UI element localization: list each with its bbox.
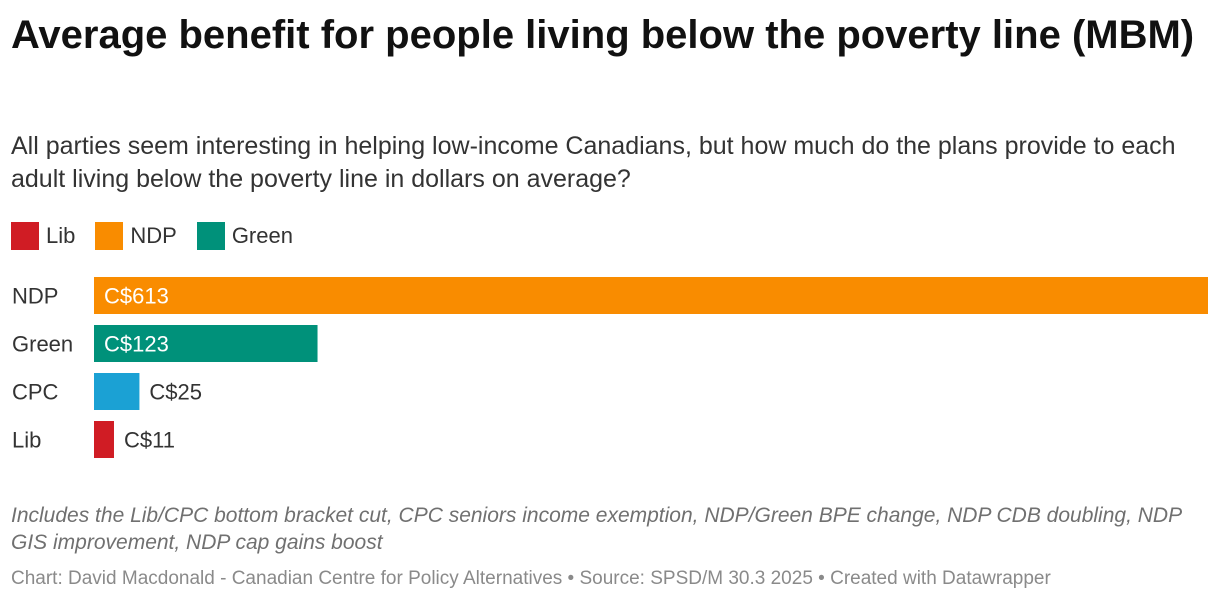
category-label: Lib (12, 428, 41, 453)
legend-item-ndp: NDP (95, 222, 177, 250)
chart-footer: Chart: David Macdonald - Canadian Centre… (11, 568, 1051, 589)
legend-label: Lib (46, 223, 76, 248)
bar (94, 325, 318, 362)
legend-label: NDP (130, 223, 177, 248)
value-label: C$25 (149, 380, 202, 405)
bar (94, 421, 114, 458)
legend: Lib NDP Green (11, 220, 313, 252)
value-label: C$613 (104, 284, 169, 309)
chart-notes: Includes the Lib/CPC bottom bracket cut,… (11, 504, 1182, 554)
legend-item-green: Green (196, 222, 293, 250)
category-label: Green (12, 332, 73, 357)
bar-chart-svg: NDP C$613 Green C$123 CPC C$25 Lib C$11 (12, 277, 1208, 458)
legend-swatch (11, 222, 39, 250)
legend-swatch (196, 222, 225, 250)
bar-chart: NDP C$613 Green C$123 CPC C$25 Lib C$11 (0, 270, 1220, 470)
legend-swatch (95, 222, 124, 250)
bar (94, 277, 1208, 314)
bar (94, 373, 140, 410)
legend-item-lib: Lib (11, 222, 75, 250)
category-label: CPC (12, 380, 59, 405)
chart-subtitle: All parties seem interesting in helping … (11, 132, 1176, 193)
category-label: NDP (12, 284, 58, 309)
value-label: C$123 (104, 332, 169, 357)
value-label: C$11 (124, 428, 175, 453)
legend-label: Green (231, 223, 293, 248)
chart-title: Average benefit for people living below … (11, 13, 1195, 57)
